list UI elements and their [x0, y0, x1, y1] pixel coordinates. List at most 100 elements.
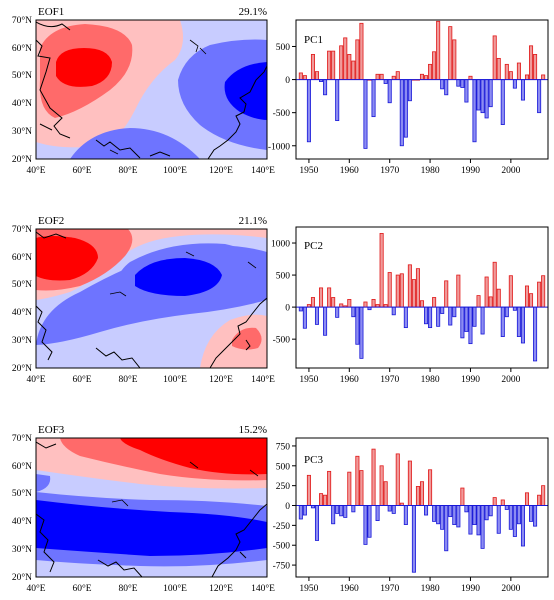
pc1-bar-1972 — [395, 71, 400, 80]
pc3-bar-1992 — [476, 505, 481, 536]
eof1-lat-tick-40: 40°N — [12, 98, 32, 109]
eof3-lon-tick-140: 140°E — [251, 583, 275, 594]
pc3-bar-1958 — [339, 505, 344, 517]
pc1-bar-1974 — [403, 79, 408, 138]
eof1-lat-tick-30: 30°N — [12, 126, 32, 137]
pc1-bar-1999 — [504, 63, 509, 80]
eof3-blue-left-region — [36, 474, 51, 492]
eof1-frame — [35, 19, 268, 160]
pc3-bar-1998 — [500, 499, 505, 506]
pc2-bar-1982 — [436, 306, 441, 327]
eof3-lon-tick-40: 40°E — [26, 583, 45, 594]
eof1-percent: 29.1% — [239, 6, 267, 18]
pc3-y-tick-label: -500 — [273, 542, 291, 552]
pc3-y-tick-label: 0 — [285, 502, 290, 512]
pc2-bar-1957 — [335, 306, 340, 318]
pc3-y-tick-label: 500 — [276, 462, 291, 472]
eof3-percent: 15.2% — [239, 424, 267, 436]
eof1-lon-axis: 40°E 60°E 80°E 100°E 120°E 140°E — [26, 165, 275, 176]
eof2-lat-axis: 70°N 60°N 50°N 40°N 30°N 20°N — [12, 224, 32, 374]
pc2-bar-2003 — [520, 306, 525, 344]
pc3-bar-1965 — [367, 505, 372, 538]
eof1-lon-tick-100: 100°E — [163, 165, 187, 176]
pc1-bar-1992 — [476, 79, 481, 111]
pc2-bar-2007 — [537, 281, 542, 308]
eof2-lon-tick-140: 140°E — [251, 374, 275, 385]
pc1-bar-1979 — [424, 75, 429, 80]
pc1-x-tick-label: 1950 — [299, 166, 318, 176]
pc2-bar-1994 — [484, 276, 489, 308]
pc1-bar-1981 — [432, 51, 437, 80]
pc3-bar-1988 — [460, 487, 465, 506]
eof2-lon-axis: 40°E 60°E 80°E 100°E 120°E 140°E — [26, 374, 275, 385]
pc2-bar-1999 — [504, 306, 509, 318]
pc3-bar-1948 — [298, 505, 303, 520]
eof2-title: EOF2 — [38, 215, 64, 227]
pc1-bar-1961 — [351, 60, 356, 80]
eof1-inland-lines — [109, 39, 207, 155]
pc1-bar-1967 — [375, 73, 380, 80]
eof2-lon-tick-80: 80°E — [118, 374, 137, 385]
eof2-frame — [35, 228, 268, 369]
pc1-bar-1960 — [347, 54, 352, 80]
eof2-lon-tick-60: 60°E — [72, 374, 91, 385]
eof1-map: EOF1 29.1% 70°N 60°N 50°N 40°N 30°N 20°N… — [12, 6, 275, 176]
pc3-bar-1991 — [472, 505, 477, 525]
pc1-bar-1980 — [428, 63, 433, 80]
pc1-frame — [295, 19, 549, 160]
pc2-bar-1983 — [440, 306, 445, 314]
pc3-bar-1997 — [496, 505, 501, 534]
eof1-lon-tick-120: 120°E — [209, 165, 233, 176]
pc2-bar-1951 — [310, 297, 315, 308]
pc1-chart: PC1 -1000 -500 0 500 1950 1960 1970 1980 1990 200… — [268, 19, 549, 176]
pc3-bar-2008 — [541, 485, 546, 506]
pc2-bar-1978 — [419, 300, 425, 308]
eof2-coastline — [36, 231, 267, 368]
pc3-bar-1977 — [415, 486, 420, 506]
pc2-x-tick-label: 1990 — [461, 375, 480, 385]
pc2-bar-2008 — [541, 275, 546, 308]
pc1-bar-1973 — [399, 79, 404, 147]
eof1-lon-tick-60: 60°E — [72, 165, 91, 176]
pc3-bar-1987 — [456, 505, 461, 528]
pc1-y-tick-label: 0 — [285, 76, 290, 86]
eof3-lon-tick-120: 120°E — [209, 583, 233, 594]
pc1-bar-1962 — [355, 39, 360, 80]
pc1-bar-1993 — [480, 79, 485, 114]
pc2-bar-1956 — [331, 297, 336, 308]
pc3-bar-1959 — [343, 505, 348, 518]
pc2-bar-1973 — [399, 273, 404, 308]
eof2-lat-tick-20: 20°N — [12, 363, 32, 374]
eof3-lat-tick-70: 70°N — [12, 433, 32, 444]
pc3-x-tick-label: 1960 — [340, 584, 359, 594]
pc1-bar-1975 — [407, 79, 412, 102]
pc3-bar-1954 — [323, 494, 328, 506]
pc2-bar-2005 — [529, 293, 534, 308]
pc3-bar-1960 — [347, 471, 352, 506]
pc3-x-tick-label: 1950 — [299, 584, 318, 594]
eof2-lon-tick-100: 100°E — [163, 374, 187, 385]
pc3-bar-1989 — [464, 505, 469, 513]
pc3-bar-1952 — [314, 505, 320, 541]
pc3-x-tick-label: 1980 — [421, 584, 440, 594]
pc1-bar-1983 — [440, 79, 445, 90]
pc2-y-tick-label: -500 — [273, 336, 291, 346]
pc2-bar-1980 — [428, 306, 433, 329]
pc2-bar-2000 — [508, 275, 513, 308]
pc2-bar-1954 — [323, 306, 328, 336]
eof2-inland-lines — [109, 251, 257, 297]
pc1-bar-1956 — [331, 50, 336, 80]
pc1-bar-2004 — [524, 74, 530, 80]
eof3-red-strong-region — [120, 438, 267, 475]
pc2-bar-1976 — [411, 279, 416, 308]
pc1-bar-1969 — [383, 79, 388, 84]
eof3-blue-strong-region — [36, 500, 267, 556]
eof1-coastline — [36, 21, 267, 159]
pc2-bar-1985 — [448, 306, 453, 326]
pc1-bar-2008 — [541, 74, 546, 80]
eof1-lat-tick-50: 50°N — [12, 70, 32, 81]
pc3-bar-1950 — [306, 474, 311, 506]
pc2-chart: PC2 -500 0 500 1000 1950 1960 1970 1980 1990 2000 — [271, 226, 549, 385]
pc3-x-tick-label: 1970 — [380, 584, 399, 594]
